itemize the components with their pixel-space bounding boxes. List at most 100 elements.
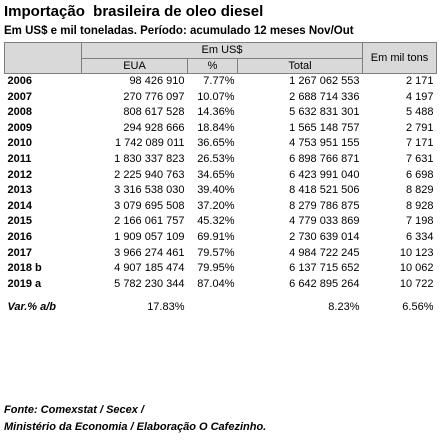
row-pct: 79.95%	[197, 262, 235, 275]
row-eua: 270 776 097	[123, 90, 185, 103]
row-tons: 8 829	[405, 184, 434, 197]
row-pct: 37.20%	[197, 199, 235, 212]
row-total: 1 565 148 757	[289, 121, 360, 134]
row-tons: 8 928	[405, 199, 434, 212]
variation-tons: 6.56%	[402, 301, 434, 314]
row-year: 2011	[7, 152, 32, 165]
row-pct: 10.07%	[197, 90, 235, 103]
row-pct: 14.36%	[197, 106, 235, 119]
row-pct: 79.57%	[197, 246, 235, 259]
source-line-2: Ministério da Economia / Elaboração O Ca…	[4, 421, 267, 433]
header-em-usd: Em US$	[81, 42, 363, 59]
table-row: 2012 2 225 940 763 34.65% 6 423 991 040 6 69…	[5, 168, 437, 184]
row-eua: 5 782 230 344	[114, 277, 185, 290]
table-row: 2013 3 316 538 030 39.40% 8 418 521 506 8 82…	[5, 183, 437, 199]
table-row: 2011 1 830 337 823 26.53% 6 898 766 871 7 63…	[5, 152, 437, 168]
row-tons: 4 197	[405, 90, 434, 103]
row-total: 6 642 895 264	[289, 277, 360, 290]
row-pct: 87.04%	[197, 277, 235, 290]
row-total: 6 898 766 871	[289, 152, 360, 165]
row-pct: 7.77%	[203, 75, 235, 87]
table-subtitle: Em US$ e mil toneladas. Período: acumula…	[4, 25, 354, 37]
row-tons: 5 488	[405, 106, 434, 119]
spacer-row	[5, 292, 437, 300]
header-blank-cell	[4, 42, 82, 74]
row-total: 8 279 786 875	[289, 199, 360, 212]
row-total: 6 137 715 652	[289, 262, 360, 275]
row-pct: 39.40%	[197, 184, 235, 197]
row-pct: 69.91%	[197, 230, 235, 243]
table-row: 2016 1 909 057 109 69.91% 2 730 639 014 6 33…	[5, 230, 437, 246]
row-tons: 10 722	[399, 277, 434, 290]
table-row: 2008 808 617 528 14.36% 5 632 831 301 5 488	[5, 105, 437, 121]
row-year: 2017	[7, 246, 32, 259]
row-year: 2016	[7, 230, 32, 243]
row-year: 2013	[7, 184, 32, 197]
row-year: 2018 b	[7, 262, 42, 275]
row-tons: 6 334	[405, 230, 434, 243]
variation-row: Var.% a/b 17.83% 8.23% 6.56%	[5, 300, 437, 316]
row-eua: 4 907 185 474	[114, 262, 185, 275]
row-pct: 36.65%	[197, 137, 235, 150]
row-eua: 3 316 538 030	[114, 184, 185, 197]
row-total: 1 267 062 553	[289, 75, 360, 87]
row-tons: 7 171	[405, 137, 434, 150]
row-eua: 3 079 695 508	[114, 199, 185, 212]
row-year: 2008	[7, 106, 32, 119]
row-tons: 7 198	[405, 215, 434, 228]
row-eua: 1 742 089 011	[114, 137, 185, 150]
row-eua: 2 166 061 757	[114, 215, 185, 228]
row-tons: 2 791	[405, 121, 434, 134]
header-total: Total	[237, 58, 363, 74]
row-eua: 2 225 940 763	[114, 168, 185, 181]
row-eua: 98 426 910	[129, 75, 185, 87]
row-pct: 26.53%	[197, 152, 235, 165]
row-total: 5 632 831 301	[289, 106, 360, 119]
variation-pct-empty	[188, 300, 238, 316]
table-row: 2009 294 928 666 18.84% 1 565 148 757 2 791	[5, 121, 437, 137]
row-year: 2014	[7, 199, 32, 212]
table-body: 2006 98 426 910 7.77% 1 267 062 553 2 171 200…	[5, 74, 437, 293]
row-tons: 10 062	[399, 262, 434, 275]
row-year: 2007	[7, 90, 32, 103]
variation-total: 8.23%	[328, 301, 360, 314]
row-total: 4 984 722 245	[289, 246, 360, 259]
diesel-import-table: Em US$ Em mil tons EUA % Total 2006 98 42…	[4, 42, 437, 316]
table-row: 2014 3 079 695 508 37.20% 8 279 786 875 8 92…	[5, 199, 437, 215]
row-tons: 6 698	[405, 168, 434, 181]
row-total: 6 423 991 040	[289, 168, 360, 181]
table-row: 2010 1 742 089 011 36.65% 4 753 951 155 7 17…	[5, 136, 437, 152]
variation-label: Var.% a/b	[7, 301, 57, 314]
header-pct: %	[187, 58, 238, 74]
row-total: 8 418 521 506	[289, 184, 360, 197]
header-em-mil-tons: Em mil tons	[362, 42, 437, 74]
table-row: 2017 3 966 274 461 79.57% 4 984 722 245 10 1…	[5, 246, 437, 262]
row-pct: 34.65%	[197, 168, 235, 181]
row-year: 2009	[7, 121, 32, 134]
row-total: 2 688 714 336	[289, 90, 360, 103]
row-eua: 3 966 274 461	[114, 246, 185, 259]
row-total: 2 730 639 014	[289, 230, 360, 243]
table-row: 2015 2 166 061 757 45.32% 4 779 033 869 7 19…	[5, 214, 437, 230]
row-eua: 808 617 528	[123, 106, 185, 119]
header-eua: EUA	[81, 58, 188, 74]
table-row: 2007 270 776 097 10.07% 2 688 714 336 4 197	[5, 90, 437, 106]
row-pct: 45.32%	[197, 215, 235, 228]
row-year: 2012	[7, 168, 32, 181]
variation-eua: 17.83%	[147, 301, 185, 314]
row-year: 2006	[7, 75, 32, 87]
table-row: 2006 98 426 910 7.77% 1 267 062 553 2 171	[5, 74, 437, 90]
row-year: 2019 a	[7, 277, 42, 290]
row-tons: 2 171	[405, 75, 434, 87]
row-year: 2010	[7, 137, 32, 150]
table-row: 2019 a 5 782 230 344 87.04% 6 642 895 264 10…	[5, 277, 437, 293]
row-eua: 294 928 666	[123, 121, 185, 134]
row-eua: 1 830 337 823	[114, 152, 185, 165]
row-total: 4 779 033 869	[289, 215, 360, 228]
row-year: 2015	[7, 215, 32, 228]
table-row: 2018 b 4 907 185 474 79.95% 6 137 715 652 10…	[5, 261, 437, 277]
row-eua: 1 909 057 109	[114, 230, 185, 243]
row-pct: 18.84%	[197, 121, 235, 134]
row-tons: 7 631	[405, 152, 434, 165]
source-line-1: Fonte: Comexstat / Secex /	[4, 404, 144, 416]
